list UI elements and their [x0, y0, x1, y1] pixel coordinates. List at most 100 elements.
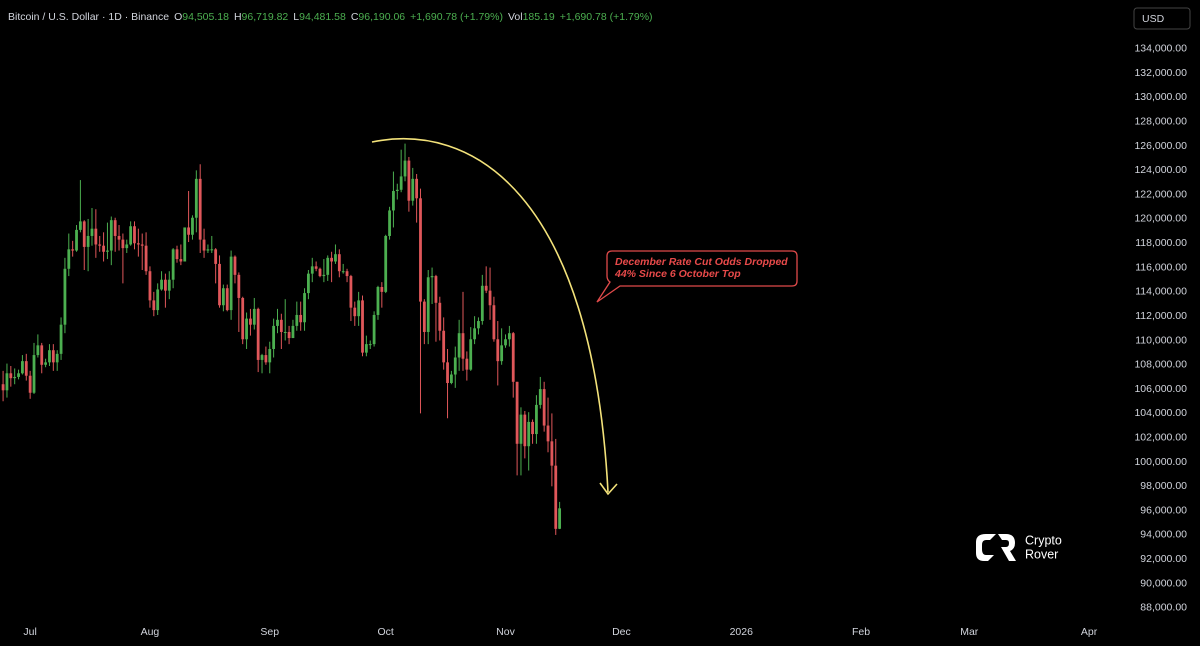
y-tick-label: 122,000.00 — [1134, 188, 1187, 200]
candle-body — [376, 287, 380, 315]
candle-body — [86, 235, 90, 247]
x-tick-label: Jul — [23, 626, 36, 638]
candle-body — [202, 239, 206, 251]
candle-body — [98, 244, 102, 246]
candle-body — [1, 384, 5, 391]
candle-body — [78, 221, 82, 230]
candle-body — [51, 350, 55, 363]
candle-body — [322, 274, 326, 277]
candle-body — [179, 259, 183, 262]
candle-body — [368, 344, 372, 346]
candle-body — [558, 508, 562, 529]
symbol-title: Bitcoin / U.S. Dollar · 1D · Binance — [8, 11, 170, 23]
candle-body — [9, 373, 13, 379]
ohlc-key: O — [174, 11, 183, 23]
y-tick-label: 98,000.00 — [1140, 480, 1187, 492]
candle-body — [67, 249, 71, 269]
candle-body — [206, 249, 210, 251]
volume-value: 185.19 — [522, 11, 555, 23]
candle-body — [75, 229, 78, 251]
candle-body — [484, 285, 488, 291]
candle-body — [422, 301, 426, 332]
logo-icon — [998, 534, 1016, 561]
y-tick-label: 128,000.00 — [1134, 116, 1187, 128]
candle-body — [59, 324, 63, 354]
candle-body — [129, 226, 133, 245]
ohlc-value: 94,481.58 — [299, 11, 346, 23]
candle-body — [28, 375, 32, 393]
candle-body — [465, 358, 469, 370]
currency-button[interactable] — [1133, 7, 1191, 30]
candle-body — [477, 321, 480, 329]
candle-body — [511, 333, 515, 382]
y-tick-label: 116,000.00 — [1135, 261, 1187, 273]
candle-body — [550, 441, 554, 466]
candle-body — [13, 376, 17, 379]
candle-body — [407, 160, 411, 201]
candle-body — [330, 257, 333, 262]
candle-body — [191, 217, 194, 235]
candle-body — [218, 263, 221, 306]
candle-body — [310, 266, 314, 274]
candle-body — [283, 331, 287, 333]
ohlc-item: L94,481.58 — [293, 11, 346, 23]
y-tick-label: 108,000.00 — [1134, 359, 1187, 371]
candle-body — [326, 257, 330, 275]
candle-body — [388, 210, 391, 236]
candle-body — [450, 374, 453, 384]
candle-body — [156, 289, 160, 311]
y-tick-label: 124,000.00 — [1134, 164, 1187, 176]
candle-body — [136, 243, 140, 245]
y-tick-label: 126,000.00 — [1134, 140, 1187, 152]
candle-body — [90, 228, 94, 236]
candle-body — [287, 331, 291, 339]
candle-body — [249, 318, 252, 325]
y-tick-label: 112,000.00 — [1135, 310, 1187, 322]
ohlc-key: H — [233, 11, 242, 23]
candle-body — [415, 178, 419, 199]
candle-body — [507, 333, 511, 340]
candle-body — [291, 325, 295, 339]
candle-body — [469, 339, 473, 370]
candle-body — [221, 288, 225, 306]
candle-body — [349, 276, 353, 308]
candle-body — [314, 266, 318, 269]
candle-body — [384, 235, 388, 292]
candle-body — [500, 345, 504, 362]
change: +1,690.78 (+1.79%) — [410, 11, 503, 23]
x-tick-label: Feb — [852, 626, 870, 638]
annotation-line: December Rate Cut Odds Dropped — [615, 256, 788, 268]
x-tick-label: Aug — [141, 626, 160, 638]
candle-body — [260, 355, 264, 360]
candle-body — [272, 325, 276, 349]
candle-body — [364, 344, 368, 353]
candle-body — [504, 339, 507, 346]
candle-body — [276, 319, 279, 326]
candle-body — [171, 249, 175, 280]
candle-body — [198, 178, 202, 240]
candle-body — [17, 373, 20, 377]
candle-body — [109, 220, 113, 251]
candle-body — [434, 276, 438, 303]
candle-body — [229, 256, 233, 311]
candle-body — [44, 362, 48, 365]
candle-body — [457, 333, 461, 358]
candle-body — [542, 389, 546, 426]
candle-body — [361, 300, 364, 353]
candle-body — [183, 227, 187, 262]
candle-body — [152, 300, 156, 311]
y-tick-label: 134,000.00 — [1134, 43, 1187, 55]
trend-arrow — [371, 138, 609, 493]
x-tick-label: Sep — [260, 626, 279, 638]
candle-body — [531, 421, 534, 435]
candle-body — [341, 271, 345, 273]
x-tick-label: Nov — [496, 626, 515, 638]
ohlc-value: 94,505.18 — [182, 11, 229, 23]
y-tick-label: 94,000.00 — [1140, 529, 1187, 541]
candle-body — [318, 268, 322, 277]
y-tick-label: 118,000.00 — [1135, 237, 1187, 249]
candle-body — [399, 176, 403, 190]
candle-body — [334, 254, 337, 262]
